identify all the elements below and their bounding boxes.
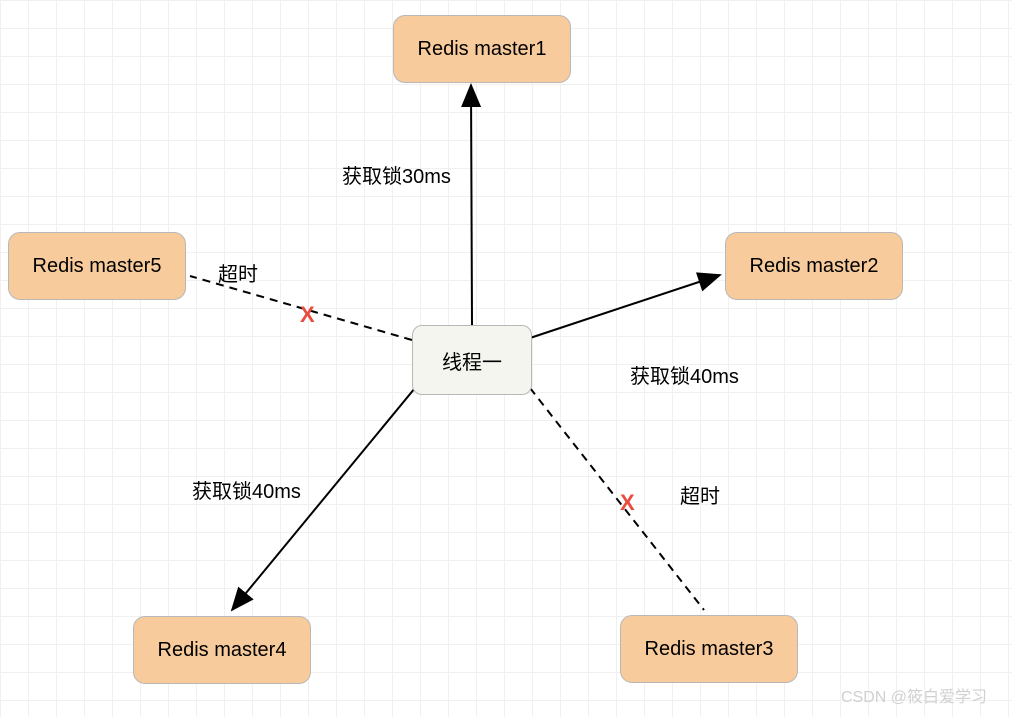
node-label: Redis master2 — [750, 255, 879, 278]
redis-master1-node: Redis master1 — [393, 15, 571, 83]
watermark: CSDN @筱白爱学习 — [841, 683, 987, 707]
node-label: Redis master1 — [418, 38, 547, 61]
edge-label-2: 获取锁40ms — [630, 360, 739, 389]
edge-label-1: 获取锁30ms — [342, 160, 451, 189]
node-label: 线程一 — [442, 346, 502, 375]
redis-master3-node: Redis master3 — [620, 615, 798, 683]
edge-e1 — [471, 85, 472, 325]
thread-center-node: 线程一 — [412, 325, 532, 395]
edge-label-4: 获取锁40ms — [192, 475, 301, 504]
redis-master2-node: Redis master2 — [725, 232, 903, 300]
edge-e2 — [530, 275, 720, 338]
x-mark-1: X — [300, 302, 315, 328]
node-label: Redis master3 — [645, 638, 774, 661]
x-mark-2: X — [620, 490, 635, 516]
redis-master5-node: Redis master5 — [8, 232, 186, 300]
node-label: Redis master4 — [158, 639, 287, 662]
edge-label-5: 超时 — [218, 258, 258, 287]
edge-e3 — [530, 388, 704, 610]
node-label: Redis master5 — [33, 255, 162, 278]
redis-master4-node: Redis master4 — [133, 616, 311, 684]
edge-label-3: 超时 — [680, 480, 720, 509]
